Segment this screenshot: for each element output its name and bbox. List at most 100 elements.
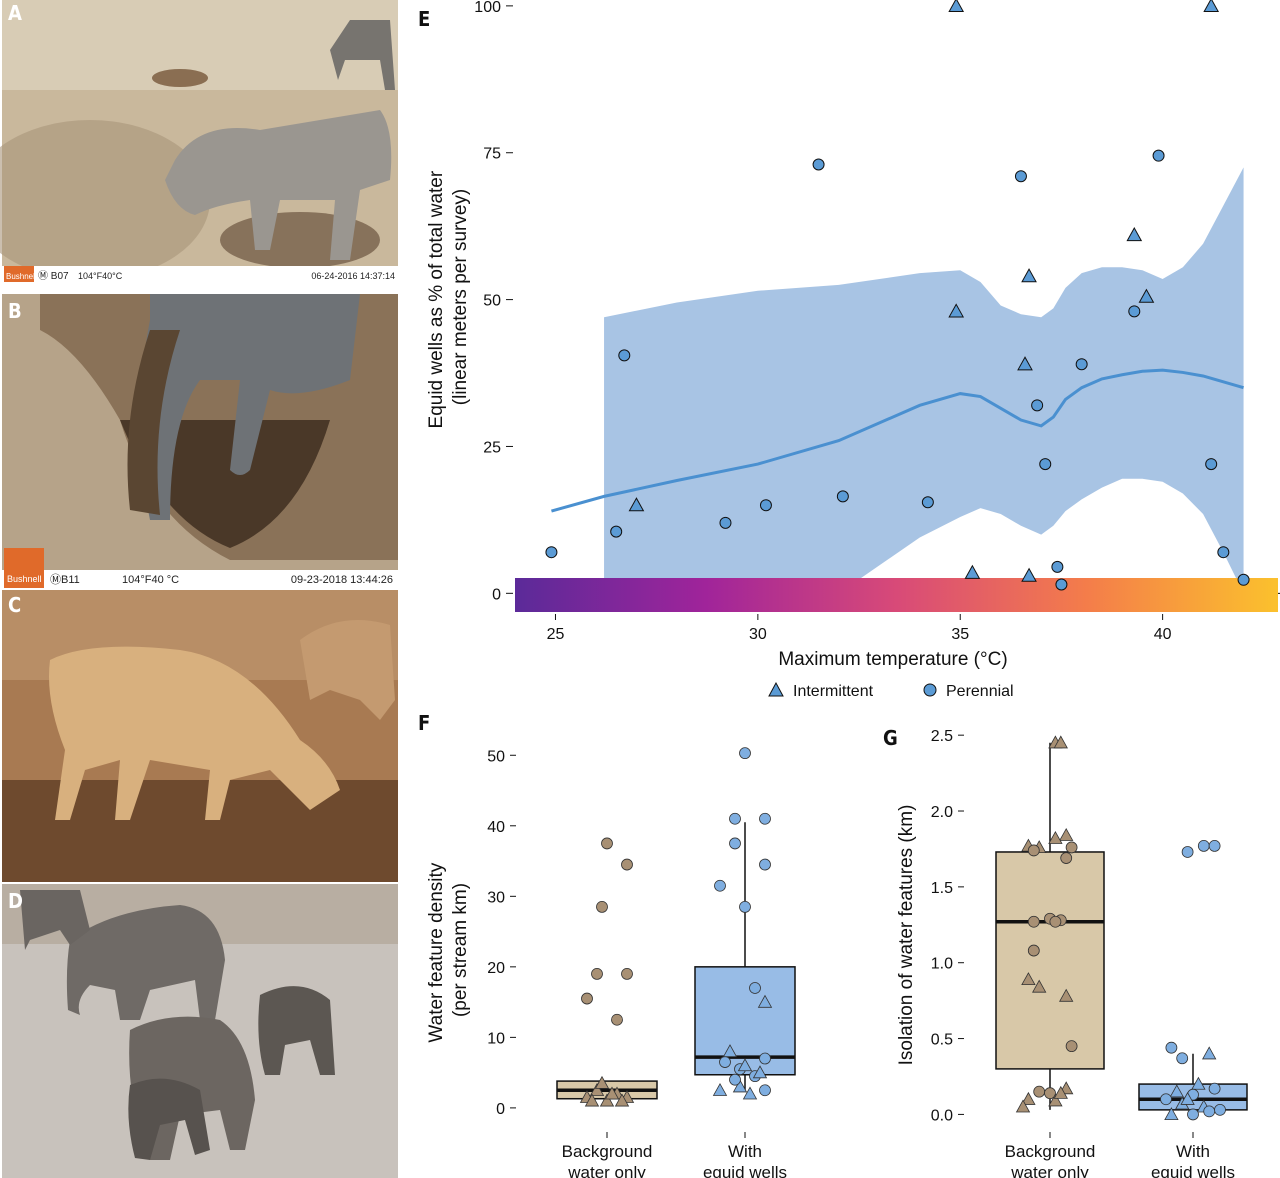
triangle-point xyxy=(584,1093,600,1107)
x-category-label: water only xyxy=(1010,1163,1089,1178)
x-tick-label: 40 xyxy=(1154,626,1172,643)
y-tick-label: 100 xyxy=(474,0,501,16)
panel-e-smooth-line xyxy=(551,368,1244,513)
x-tick-label: 35 xyxy=(951,626,969,643)
circle-point xyxy=(1208,840,1221,852)
perennial-point xyxy=(618,349,631,362)
perennial-point xyxy=(812,158,825,171)
panel-g-boxplot: G 0.0 0.5 1.0 1.5 2.0 2.5 Background water onl… xyxy=(883,726,1248,1178)
y-tick-label: 1.0 xyxy=(931,956,953,973)
circle-point xyxy=(1044,1087,1056,1100)
perennial-point xyxy=(1051,560,1064,573)
circle-point xyxy=(1197,840,1210,852)
panel-e-y-axis: 0 25 50 75 100 xyxy=(474,0,513,603)
photo-b-datetime: 09-23-2018 13:44:26 xyxy=(291,574,393,586)
y-tick-label: 2.0 xyxy=(931,804,953,821)
panel-letter-f: F xyxy=(418,711,430,735)
circle-point xyxy=(1203,1105,1216,1118)
photo-c: C xyxy=(2,590,398,882)
circle-point xyxy=(591,967,603,980)
panel-e-y-label: Equid wells as % of total water (linear … xyxy=(426,166,471,429)
circle-point xyxy=(621,858,633,871)
intermittent-point xyxy=(1203,0,1220,12)
panel-f-y-axis: 0 10 20 30 40 50 xyxy=(487,748,516,1118)
photo-a-camera-label: Ⓜ B07 xyxy=(38,270,69,282)
photo-b: Bushnell ⓂB11 104°F40 °C 09-23-2018 13:4… xyxy=(2,294,398,588)
triangle-point xyxy=(599,1093,615,1107)
y-tick-label: 30 xyxy=(487,889,505,906)
photo-d: D xyxy=(2,884,398,1178)
y-tick-label: 0 xyxy=(492,586,501,603)
triangle-point xyxy=(722,1044,738,1058)
intermittent-point xyxy=(948,0,965,12)
circle-point xyxy=(1065,841,1078,854)
photo-a-datetime: 06-24-2016 14:37:14 xyxy=(311,271,395,281)
circle-point xyxy=(739,747,751,760)
triangle-point xyxy=(1202,1046,1217,1060)
circle-point xyxy=(749,982,761,994)
perennial-point xyxy=(1237,573,1250,586)
circle-point xyxy=(719,1056,731,1068)
triangle-point xyxy=(737,1058,753,1072)
panel-g-points xyxy=(1015,735,1226,1121)
photo-b-logo: Bushnell xyxy=(7,574,42,584)
circle-point xyxy=(1027,944,1040,957)
triangle-point xyxy=(1059,988,1074,1002)
circle-point xyxy=(714,879,726,892)
x-category-label: With xyxy=(1176,1142,1210,1161)
triangle-point xyxy=(604,1086,620,1100)
panel-e-scatter: E 0 25 50 75 100 25 30 35 40 Equid wells as % o… xyxy=(418,0,1280,700)
triangle-point xyxy=(757,994,773,1008)
triangle-point xyxy=(1015,1099,1031,1113)
panel-f-points xyxy=(579,747,773,1107)
circle-point xyxy=(1049,915,1062,928)
perennial-point xyxy=(921,496,934,509)
triangle-point xyxy=(1021,972,1036,986)
circle-point xyxy=(1208,1082,1221,1095)
photo-a-logo: Bushnell xyxy=(6,272,37,281)
circle-point xyxy=(1027,844,1040,857)
triangle-point xyxy=(1053,735,1068,749)
y-tick-label: 0 xyxy=(496,1101,505,1118)
circle-point xyxy=(729,837,741,850)
perennial-point xyxy=(1014,170,1027,183)
circle-point xyxy=(621,967,633,980)
circle-point xyxy=(759,1084,771,1097)
panel-g-x-axis: Background water only With equid wells xyxy=(1005,1132,1235,1178)
panel-e-confidence-ribbon xyxy=(604,167,1244,594)
triangle-point xyxy=(1169,1084,1184,1098)
x-tick-label: 30 xyxy=(749,626,767,643)
loess-fit-line xyxy=(551,368,1244,513)
panel-letter-e: E xyxy=(418,7,430,31)
perennial-point xyxy=(1039,458,1052,471)
triangle-point xyxy=(594,1075,610,1089)
panel-e-temperature-colorbar xyxy=(515,578,1278,612)
circle-point xyxy=(759,812,771,825)
circle-point xyxy=(1027,915,1040,928)
perennial-point xyxy=(1055,578,1068,591)
panel-f-y-label: Water feature density (per stream km) xyxy=(426,857,471,1042)
triangle-point xyxy=(752,1065,768,1079)
panel-letter-a: A xyxy=(8,1,22,25)
intermittent-point xyxy=(1126,226,1143,242)
perennial-point xyxy=(1205,458,1218,471)
triangle-point xyxy=(1048,1093,1063,1107)
intermittent-point xyxy=(964,564,981,579)
x-category-label: equid wells xyxy=(1151,1163,1235,1178)
y-tick-label: 2.5 xyxy=(931,728,953,745)
circle-point xyxy=(1065,1040,1078,1053)
photo-b-temp: 104°F40 °C xyxy=(122,574,179,586)
panel-letter-g: G xyxy=(883,726,898,750)
panel-e-legend: Intermittent Perennial xyxy=(768,681,1014,700)
y-tick-label: 50 xyxy=(487,748,505,765)
circle-point xyxy=(581,992,593,1005)
intermittent-point xyxy=(1138,288,1155,303)
circle-point xyxy=(1033,1085,1046,1098)
circle-point xyxy=(1181,846,1194,858)
circle-point xyxy=(596,900,608,913)
circle-point xyxy=(1160,1093,1172,1106)
photo-a-temp: 104°F40°C xyxy=(78,271,123,281)
perennial-point xyxy=(1217,546,1230,559)
intermittent-point xyxy=(628,497,645,512)
